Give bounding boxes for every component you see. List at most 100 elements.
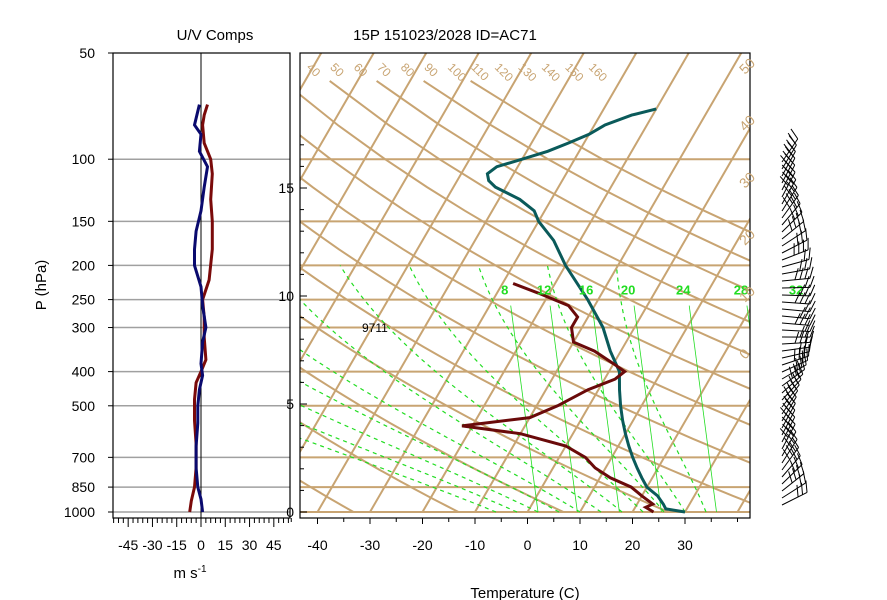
wind-barb-flag	[796, 360, 802, 373]
wind-barb-flag	[808, 247, 811, 260]
wind-barb-flag	[787, 141, 796, 152]
wind-barb-flag	[809, 257, 813, 270]
wind-barb-flag	[799, 267, 804, 280]
uv-ytick-label-850: 850	[72, 479, 96, 495]
wind-barb-flag	[804, 331, 810, 343]
wind-barb-flag	[788, 441, 797, 452]
moist-adiabat-line	[300, 348, 581, 513]
uv-xtick-label--30: -30	[142, 537, 162, 553]
wind-barb-flag	[786, 400, 796, 411]
wind-barb-flag	[804, 300, 811, 312]
wind-barb-flag	[801, 350, 804, 363]
theta-label-80: 80	[398, 60, 418, 80]
height-tick-label-0: 0	[286, 504, 294, 520]
wind-barb-flag	[809, 284, 816, 297]
wind-barb-flag	[799, 355, 803, 368]
dry-adiabat-line	[329, 80, 750, 323]
wind-barb-flag	[804, 258, 808, 271]
skewt-plot-frame	[299, 52, 751, 519]
theta-label-120: 120	[492, 60, 516, 84]
uv-y-axis-label: P (hPa)	[33, 260, 50, 311]
wind-barb-flag	[787, 422, 797, 433]
theta-label-140: 140	[539, 60, 563, 84]
temp-xtick-label--10: -10	[465, 537, 485, 553]
isotherm-line	[0, 53, 111, 512]
isotherm-line	[369, 53, 638, 513]
uv-ytick-label-150: 150	[72, 213, 96, 229]
temp-xtick-label--20: -20	[412, 537, 432, 553]
dry-adiabat-line	[300, 220, 750, 464]
uv-line-v	[192, 104, 210, 513]
wind-barb-flag	[790, 380, 799, 392]
wind-barb-flag	[809, 300, 816, 312]
dry-adiabat-line	[300, 479, 354, 513]
wind-barb-flag	[790, 448, 798, 460]
uv-ytick-label-200: 200	[72, 257, 96, 273]
wind-barb-flag	[779, 428, 789, 438]
height-tick-label-5: 5	[286, 396, 294, 412]
temp-xtick-label--30: -30	[360, 537, 380, 553]
dry-adiabat-line	[300, 266, 750, 504]
mixing-ratio-label-12: 12	[537, 283, 551, 298]
theta-label-70: 70	[374, 60, 394, 80]
wind-barb-flag	[787, 170, 797, 180]
isotherm-label-40: 40	[736, 112, 758, 134]
isotherm-line	[0, 53, 6, 512]
isotherm-line	[300, 53, 428, 273]
wind-barb-flag	[792, 468, 797, 480]
moist-adiabat-line	[339, 265, 623, 513]
temp-xtick-label--40: -40	[307, 537, 327, 553]
isotherm-line	[631, 307, 750, 513]
wind-barb-flag	[809, 314, 816, 326]
mixing-ratio-line-8	[510, 305, 539, 513]
moist-adiabat-line	[615, 265, 707, 513]
wind-barb-flag	[793, 192, 801, 204]
uv-panel: U/V Comps 501001502002503004005007008501…	[33, 27, 291, 582]
wind-barb-flag	[804, 275, 810, 288]
uv-xtick-label-15: 15	[217, 537, 233, 553]
dry-adiabat-line	[423, 80, 750, 262]
wind-barb-flag	[786, 155, 796, 166]
wind-barb-flag	[784, 419, 794, 429]
dry-adiabat-line	[300, 315, 669, 513]
uv-xtick-label-30: 30	[242, 537, 258, 553]
skewt-x-axis-label: Temperature (C)	[470, 585, 579, 600]
wind-barb-flag	[798, 347, 801, 360]
uv-ytick-label-500: 500	[72, 398, 96, 414]
wind-barb-flag	[788, 135, 797, 146]
wind-barb-flag	[794, 291, 801, 304]
uv-ytick-label-700: 700	[72, 449, 96, 465]
wind-barb-flag	[786, 162, 796, 173]
wind-barb-flag	[796, 201, 803, 213]
wind-barb	[781, 492, 808, 506]
wind-barb-flag	[804, 292, 811, 304]
wind-barb-flag	[788, 189, 796, 200]
moist-adiabat-line	[408, 265, 644, 513]
wind-barb-flag	[794, 313, 801, 325]
wind-barb-flag	[800, 230, 803, 243]
wind-barb-flag	[786, 148, 796, 159]
wind-barb-flag	[789, 460, 796, 472]
wind-barb-flag	[809, 325, 815, 338]
isotherm-line	[300, 53, 480, 364]
wind-barb-flag	[786, 414, 796, 425]
wind-barb-flag	[794, 444, 801, 457]
uv-ytick-label-300: 300	[72, 320, 96, 336]
wind-barb-flag	[799, 284, 806, 296]
wind-barb-flag	[790, 196, 798, 208]
mixing-ratio-label-28: 28	[734, 283, 748, 298]
wind-barb-flag	[782, 171, 791, 182]
wind-barb-flag	[796, 484, 799, 497]
wind-barb-flag	[791, 216, 797, 228]
wind-barb-flag	[804, 313, 811, 326]
uv-xtick-label-0: 0	[197, 537, 205, 553]
dewpoint-profile	[461, 282, 656, 514]
uv-ytick-label-100: 100	[72, 151, 96, 167]
wind-barb-flag	[799, 313, 806, 325]
wind-barb-flag	[782, 197, 791, 208]
isotherm-line	[421, 53, 690, 513]
wind-barb-flag	[809, 266, 814, 279]
wind-barb-flag	[785, 174, 794, 185]
